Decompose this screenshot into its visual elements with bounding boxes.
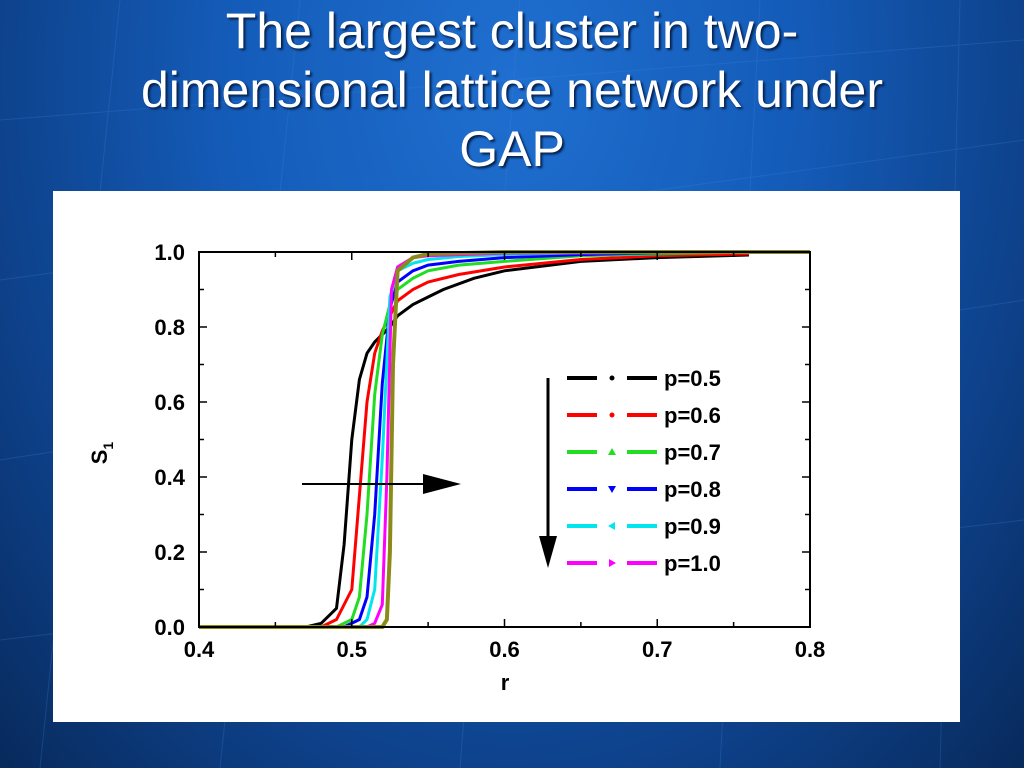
svg-text:S1: S1 [87, 442, 116, 465]
legend-marker [609, 375, 615, 381]
title-line-2: dimensional lattice network under [140, 62, 884, 118]
legend-marker [609, 412, 615, 418]
y-tick-label: 1.0 [154, 240, 185, 265]
title-line-3: GAP [459, 121, 565, 177]
legend-item-p-0.5: p=0.5 [567, 366, 721, 391]
x-tick-label: 0.8 [795, 637, 826, 662]
figure-panel: 0.4 0.5 0.6 0.7 0.8 0.0 0.2 0.4 0.6 0.8 1.0 r S1 p… [53, 191, 960, 722]
legend-down-arrow [539, 378, 557, 568]
legend-label: p=0.7 [664, 440, 721, 465]
x-tick-label: 0.7 [642, 637, 673, 662]
series-line-p-0.5 [199, 253, 749, 629]
title-line-1: The largest cluster in two- [225, 3, 799, 59]
legend-marker [608, 448, 616, 455]
y-axis-label-subscript: 1 [100, 442, 116, 450]
legend-item-p-0.8: p=0.8 [567, 477, 721, 502]
y-tick-label: 0.8 [154, 315, 185, 340]
shift-right-arrow [302, 474, 461, 494]
y-axis-label-main: S [87, 450, 112, 465]
legend-marker [609, 559, 616, 567]
legend-marker [608, 522, 615, 530]
legend-item-p-0.9: p=0.9 [567, 514, 721, 539]
y-tick-label: 0.4 [154, 465, 185, 490]
legend: p=0.5 p=0.6 p=0.7 p=0.8 p=0.9 p=1.0 [567, 366, 721, 576]
x-tick-label: 0.6 [489, 637, 520, 662]
legend-label: p=0.6 [664, 403, 721, 428]
legend-label: p=0.9 [664, 514, 721, 539]
legend-label: p=0.8 [664, 477, 721, 502]
y-axis-label: S1 [87, 442, 116, 465]
legend-item-p-0.6: p=0.6 [567, 403, 721, 428]
legend-label: p=1.0 [664, 551, 721, 576]
x-tick-label: 0.5 [336, 637, 367, 662]
x-tick-label: 0.4 [184, 637, 215, 662]
legend-marker [608, 486, 616, 493]
chart-ticks [198, 251, 811, 628]
legend-item-p-0.7: p=0.7 [567, 440, 721, 465]
legend-item-p-1.0: p=1.0 [567, 551, 721, 576]
y-tick-label: 0.6 [154, 390, 185, 415]
chart: 0.4 0.5 0.6 0.7 0.8 0.0 0.2 0.4 0.6 0.8 1.0 r S1 p… [87, 240, 825, 695]
y-tick-label: 0.0 [154, 615, 185, 640]
slide-title: The largest cluster in two- dimensional … [40, 2, 984, 179]
legend-label: p=0.5 [664, 366, 721, 391]
y-tick-label: 0.2 [154, 540, 185, 565]
chart-tick-labels: 0.4 0.5 0.6 0.7 0.8 0.0 0.2 0.4 0.6 0.8 1.0 [154, 240, 825, 662]
x-axis-label: r [501, 670, 510, 695]
